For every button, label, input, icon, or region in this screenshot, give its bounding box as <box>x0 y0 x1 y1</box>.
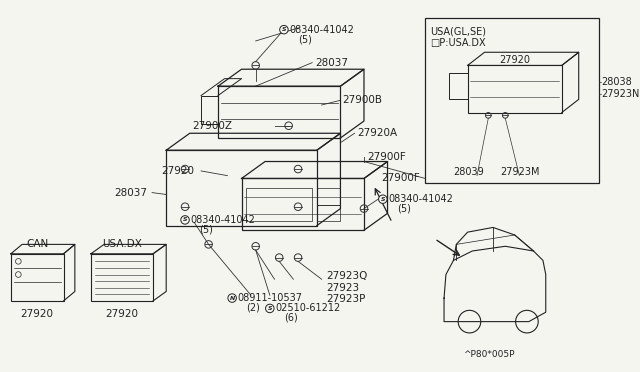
Bar <box>241 179 364 230</box>
Text: (5): (5) <box>298 34 312 44</box>
Text: 27900B: 27900B <box>342 95 382 105</box>
Text: 27923M: 27923M <box>500 167 540 177</box>
Bar <box>425 18 600 183</box>
Circle shape <box>228 294 236 302</box>
Text: (5): (5) <box>397 203 411 214</box>
Circle shape <box>379 195 387 203</box>
Text: 28037: 28037 <box>115 187 147 198</box>
Text: 28038: 28038 <box>602 77 632 87</box>
Text: 27920: 27920 <box>106 309 138 319</box>
Text: (6): (6) <box>284 313 298 323</box>
Circle shape <box>266 304 274 313</box>
Text: (2): (2) <box>246 302 260 312</box>
Text: □P:USA.DX: □P:USA.DX <box>430 38 486 48</box>
Text: 08340-41042: 08340-41042 <box>388 194 453 204</box>
Bar <box>218 86 340 138</box>
Text: 27900F: 27900F <box>381 173 420 183</box>
Bar <box>246 188 312 221</box>
Bar <box>11 254 63 301</box>
Text: 27923P: 27923P <box>326 294 365 304</box>
Text: S: S <box>183 217 188 222</box>
Text: S: S <box>282 27 286 32</box>
Text: S: S <box>381 197 385 202</box>
Text: 27923: 27923 <box>326 283 360 293</box>
Text: 27920: 27920 <box>20 309 54 319</box>
Text: 28039: 28039 <box>454 167 484 177</box>
Text: 08340-41042: 08340-41042 <box>191 215 255 225</box>
Text: 28037: 28037 <box>315 58 348 68</box>
Bar <box>317 205 340 221</box>
Text: 27900F: 27900F <box>367 152 406 162</box>
Text: ^P80*005P: ^P80*005P <box>463 350 515 359</box>
Text: 27920: 27920 <box>499 55 530 65</box>
Text: USA.DX: USA.DX <box>102 240 142 249</box>
Bar <box>317 188 340 205</box>
Text: USA(GL,SE): USA(GL,SE) <box>430 26 486 36</box>
Bar <box>579 52 600 90</box>
Text: 27900Z: 27900Z <box>192 121 232 131</box>
Circle shape <box>181 216 189 224</box>
Text: 02510-61212: 02510-61212 <box>275 304 340 314</box>
Bar <box>468 65 562 113</box>
Text: 27923N: 27923N <box>602 89 640 99</box>
Text: N: N <box>230 296 235 301</box>
Bar <box>91 254 153 301</box>
Bar <box>201 96 218 124</box>
Text: (5): (5) <box>199 224 213 234</box>
Bar <box>449 73 468 99</box>
Text: S: S <box>268 306 272 311</box>
Text: 27923Q: 27923Q <box>326 272 368 281</box>
Text: CAN: CAN <box>26 240 48 249</box>
Text: 27920: 27920 <box>161 166 195 176</box>
Text: 08911-10537: 08911-10537 <box>238 293 303 303</box>
Circle shape <box>280 25 288 34</box>
Text: 08340-41042: 08340-41042 <box>289 25 355 35</box>
Text: 27920A: 27920A <box>357 128 397 138</box>
